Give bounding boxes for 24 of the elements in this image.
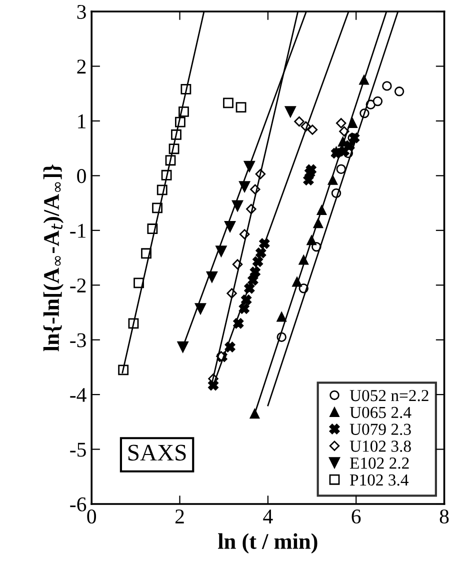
- x-tick-label: 0: [87, 509, 96, 524]
- legend-label: U079 2.3: [350, 424, 411, 436]
- y-tick-label: 1: [78, 114, 86, 128]
- legend-label: P102 3.4: [350, 474, 408, 486]
- y-tick-label: -6: [70, 497, 86, 512]
- y-tick-label: -1: [70, 224, 86, 238]
- x-tick-label: 4: [263, 510, 273, 524]
- x-tick-label: 6: [352, 510, 361, 524]
- y-tick-label: -2: [70, 278, 86, 292]
- legend-label: U102 3.8: [350, 440, 411, 452]
- y-tick-label: 3: [77, 4, 86, 19]
- y-tick-label: -5: [70, 442, 86, 457]
- y-tick-label: 2: [77, 60, 86, 74]
- y-axis-title: ln{-ln[(A$_{∞}$-A$_{t}$)/A$_{∞}$]}: [43, 164, 64, 352]
- y-tick-label: -4: [70, 388, 86, 402]
- annotation: SAXS: [128, 444, 186, 461]
- x-tick-label: 8: [440, 509, 449, 524]
- legend-label: E102 2.2: [350, 457, 409, 469]
- y-tick-label: -3: [70, 333, 86, 348]
- x-tick-label: 2: [175, 510, 184, 524]
- legend-label: U065 2.4: [350, 406, 412, 418]
- x-axis-title: ln (t / min): [218, 533, 318, 554]
- legend-label: U052 n=2.2: [350, 390, 428, 402]
- y-tick-label: 0: [77, 169, 86, 184]
